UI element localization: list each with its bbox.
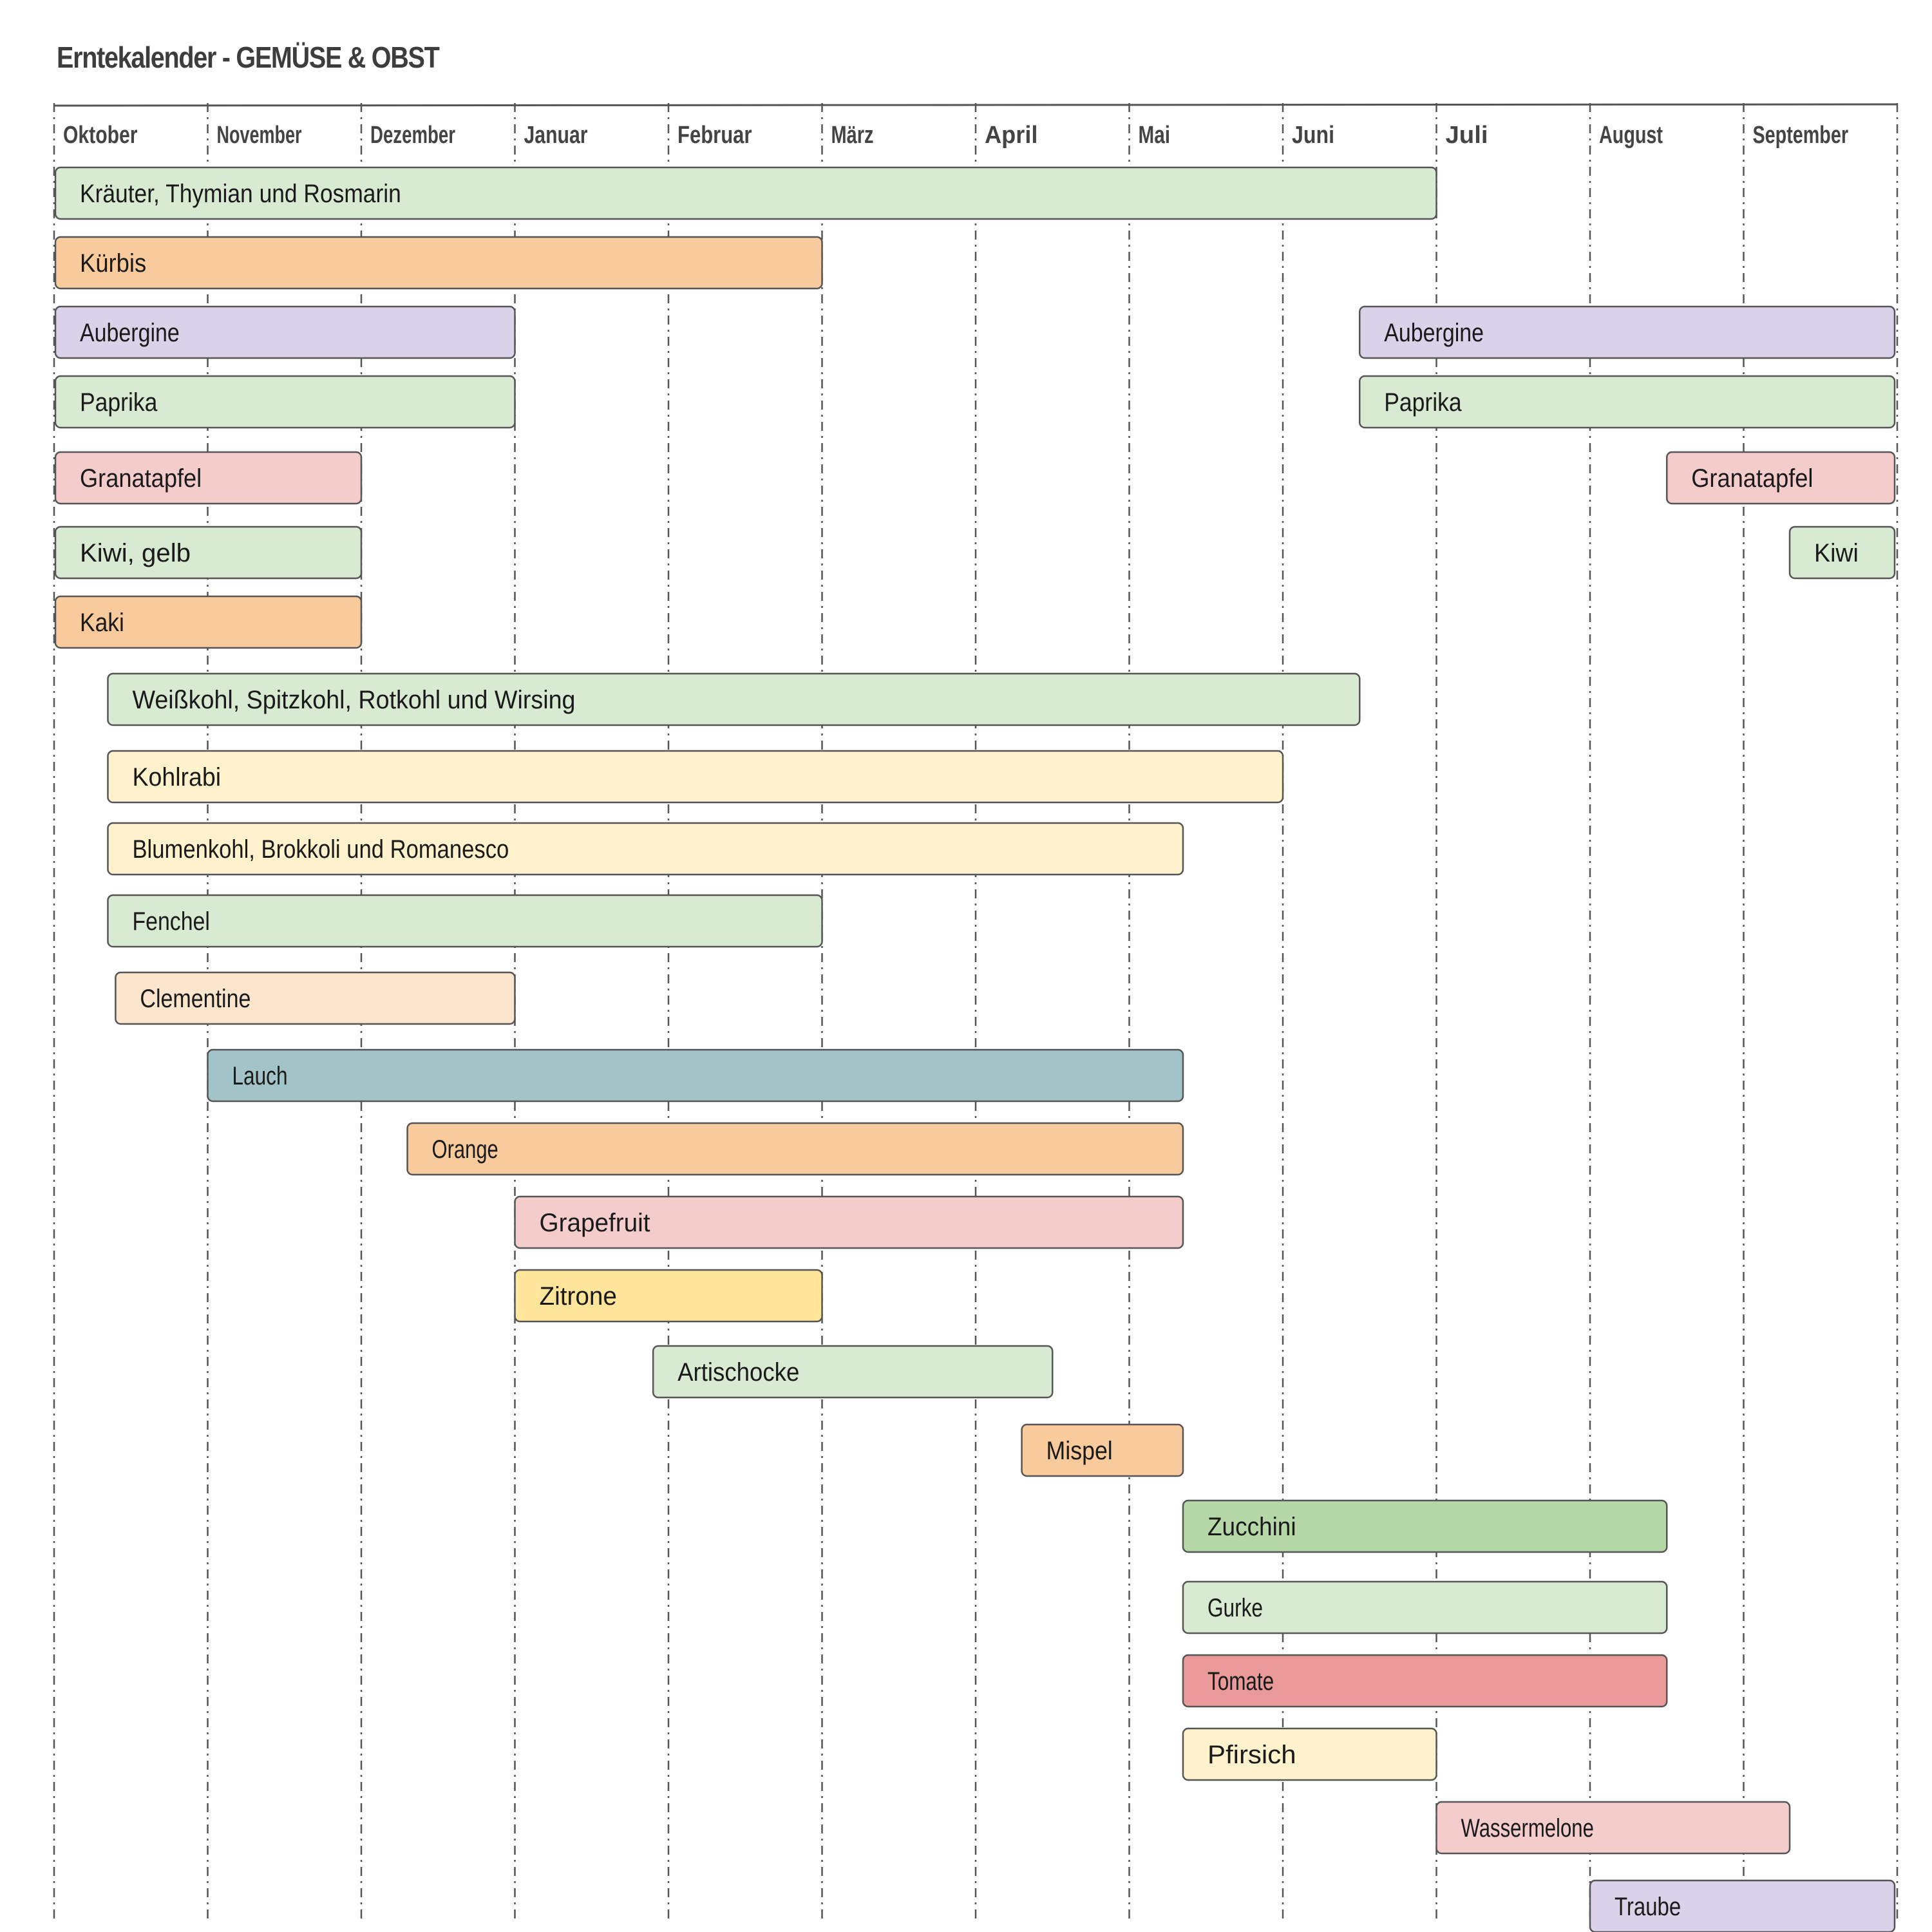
- harvest-bar-label: Pfirsich: [1208, 1741, 1296, 1769]
- harvest-bar: Zitrone: [514, 1269, 823, 1323]
- harvest-bar-label: Traube: [1615, 1893, 1681, 1921]
- harvest-bar: Mispel: [1021, 1423, 1184, 1477]
- harvest-bar-label: Zucchini: [1208, 1513, 1296, 1541]
- harvest-bar-label: Aubergine: [1384, 319, 1484, 347]
- month-label: April: [985, 122, 1038, 149]
- month-label: November: [217, 122, 302, 149]
- harvest-bar-label: Granatapfel: [80, 464, 202, 493]
- harvest-bar-rect: [1182, 1654, 1668, 1708]
- harvest-bar-rect: [1021, 1423, 1184, 1477]
- harvest-bar: Clementine: [115, 971, 516, 1025]
- harvest-bar: Kohlrabi: [107, 750, 1284, 804]
- harvest-bar-rect: [1589, 1879, 1896, 1932]
- harvest-bar: Blumenkohl, Brokkoli und Romanesco: [107, 822, 1184, 876]
- harvest-bar-rect: [107, 894, 823, 948]
- harvest-bar-label: Artischocke: [677, 1358, 799, 1387]
- harvest-bar-rect: [1182, 1727, 1437, 1781]
- harvest-bar-rect: [1788, 526, 1896, 580]
- harvest-bar-label: Blumenkohl, Brokkoli und Romanesco: [132, 835, 509, 864]
- harvest-bar-label: Orange: [432, 1135, 498, 1164]
- harvest-bar-label: Clementine: [140, 985, 251, 1013]
- harvest-bar-rect: [54, 526, 363, 580]
- harvest-bar: Kiwi, gelb: [54, 526, 363, 580]
- harvest-bar-rect: [1359, 375, 1896, 429]
- harvest-bar: Artischocke: [652, 1345, 1054, 1399]
- month-label: Oktober: [63, 122, 138, 149]
- harvest-bar-label: Zitrone: [540, 1282, 617, 1311]
- harvest-bar: Wassermelone: [1435, 1801, 1791, 1855]
- harvest-bar-label: Kiwi: [1814, 539, 1859, 567]
- harvest-bar-rect: [107, 672, 1361, 726]
- harvest-bar-rect: [514, 1195, 1184, 1249]
- harvest-bar-rect: [54, 305, 516, 359]
- harvest-bar: Fenchel: [107, 894, 823, 948]
- month-label: Februar: [677, 122, 752, 149]
- harvest-bar-rect: [1435, 1801, 1791, 1855]
- harvest-bar-rect: [406, 1122, 1184, 1176]
- harvest-bar-label: Paprika: [1384, 388, 1462, 417]
- harvest-bar: Granatapfel: [54, 451, 363, 505]
- harvest-bar: Weißkohl, Spitzkohl, Rotkohl und Wirsing: [107, 672, 1361, 726]
- harvest-bar-label: Fenchel: [132, 907, 209, 936]
- harvest-bar-rect: [115, 971, 516, 1025]
- harvest-bar-label: Kräuter, Thymian und Rosmarin: [80, 180, 401, 208]
- harvest-bar-label: Kürbis: [80, 249, 146, 278]
- harvest-bar-rect: [107, 822, 1184, 876]
- harvest-bar: Kaki: [54, 595, 363, 649]
- month-label: Januar: [524, 122, 588, 149]
- harvest-bar-rect: [54, 451, 363, 505]
- harvest-bar-label: Kaki: [80, 609, 124, 637]
- harvest-bar: Gurke: [1182, 1580, 1668, 1634]
- month-label: September: [1753, 122, 1849, 149]
- harvest-bar: Lauch: [207, 1048, 1184, 1103]
- harvest-bar: Kürbis: [54, 236, 823, 290]
- harvest-bar-rect: [1182, 1499, 1668, 1553]
- harvest-bar: Orange: [406, 1122, 1184, 1176]
- month-label: Dezember: [370, 122, 455, 149]
- harvest-bar: Paprika: [1359, 375, 1896, 429]
- harvest-bar: Grapefruit: [514, 1195, 1184, 1249]
- harvest-bar: Tomate: [1182, 1654, 1668, 1708]
- harvest-bar: Aubergine: [1359, 305, 1896, 359]
- harvest-bar: Granatapfel: [1666, 451, 1896, 505]
- harvest-bar: Pfirsich: [1182, 1727, 1437, 1781]
- harvest-bar-label: Grapefruit: [540, 1209, 650, 1237]
- harvest-bar-rect: [54, 595, 363, 649]
- harvest-bar-label: Granatapfel: [1691, 464, 1813, 493]
- harvest-bar: Kiwi: [1788, 526, 1896, 580]
- month-label: Juni: [1292, 122, 1334, 149]
- harvest-bar-rect: [54, 166, 1437, 220]
- harvest-bar-label: Gurke: [1208, 1594, 1263, 1622]
- harvest-bar-label: Aubergine: [80, 319, 180, 347]
- harvest-bar-label: Kohlrabi: [132, 763, 221, 791]
- month-label: März: [831, 122, 874, 149]
- month-label: August: [1599, 122, 1663, 149]
- harvest-bar-rect: [54, 375, 516, 429]
- harvest-bar: Aubergine: [54, 305, 516, 359]
- harvest-bar-rect: [107, 750, 1284, 804]
- harvest-bar-rect: [54, 236, 823, 290]
- harvest-bar-rect: [207, 1048, 1184, 1103]
- harvest-bar-label: Paprika: [80, 388, 158, 417]
- harvest-bar-label: Wassermelone: [1461, 1814, 1594, 1842]
- harvest-bar-rect: [514, 1269, 823, 1323]
- harvest-bar-rect: [1666, 451, 1896, 505]
- harvest-bar-rect: [1359, 305, 1896, 359]
- harvest-bar-label: Lauch: [232, 1062, 288, 1090]
- harvest-bar-label: Weißkohl, Spitzkohl, Rotkohl und Wirsing: [132, 686, 575, 714]
- harvest-bar-label: Mispel: [1046, 1437, 1113, 1465]
- month-label: Mai: [1139, 122, 1171, 149]
- harvest-bar-label: Tomate: [1208, 1667, 1274, 1696]
- month-label: Juli: [1446, 122, 1488, 149]
- harvest-bar-rect: [1182, 1580, 1668, 1634]
- harvest-bar-rect: [652, 1345, 1054, 1399]
- harvest-bar: Zucchini: [1182, 1499, 1668, 1553]
- chart-title: Erntekalender - GEMÜSE & OBST: [57, 41, 440, 74]
- harvest-bar: Kräuter, Thymian und Rosmarin: [54, 166, 1437, 220]
- harvest-bar-label: Kiwi, gelb: [80, 539, 191, 567]
- harvest-bar: Paprika: [54, 375, 516, 429]
- harvest-bar: Traube: [1589, 1879, 1896, 1932]
